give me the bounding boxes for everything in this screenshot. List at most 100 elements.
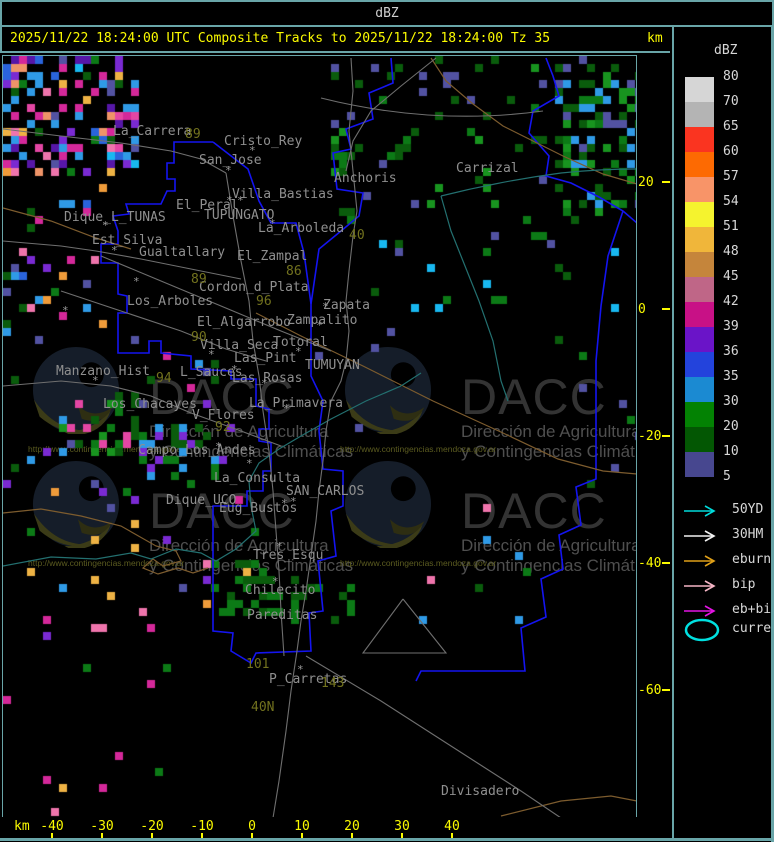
scale-value-label: 48	[723, 244, 739, 259]
road-number-label: 94	[156, 371, 172, 386]
hwy-line	[3, 508, 209, 575]
scale-value-label: 70	[723, 94, 739, 109]
place-label: Anchoris	[334, 171, 397, 186]
town-marker: *	[283, 402, 290, 415]
eburn-arrow-icon	[683, 553, 719, 572]
town-marker: *	[215, 440, 222, 453]
date-bar: 2025/11/22 18:24:00 UTC Composite Tracks…	[0, 27, 670, 53]
town-marker: *	[297, 663, 304, 676]
road-line	[305, 655, 561, 817]
town-marker: *	[269, 217, 276, 230]
place-label: La_Consulta	[214, 471, 301, 486]
window-title: dBZ	[375, 6, 399, 21]
track-legend-label: 50YD	[732, 502, 764, 517]
town-marker: *	[208, 348, 215, 361]
town-marker: *	[62, 304, 69, 317]
track-legend-row: bip	[683, 578, 755, 597]
track-arrow-icon	[684, 555, 716, 567]
town-marker: *	[316, 319, 323, 332]
legend-panel: dBZ 80 70 65 60 57 54 51 48 45 42 39 36 35 30 20 10 5 50…	[672, 27, 774, 840]
x-axis-tick-label: 40	[444, 819, 460, 834]
town-marker: *	[237, 194, 244, 207]
scale-color-block	[685, 127, 714, 152]
place-label: Divisadero	[441, 784, 520, 799]
x-axis-tick	[351, 833, 353, 839]
scale-value-label: 42	[723, 294, 739, 309]
town-marker: *	[272, 575, 279, 588]
current-cell-icon	[684, 618, 720, 642]
hwy-line	[255, 312, 636, 475]
track-arrow-icon	[684, 580, 716, 592]
town-marker: *	[295, 345, 302, 358]
place-label: Dique_L_TUNAS	[64, 210, 166, 225]
x-axis-tick	[151, 833, 153, 839]
scale-color-block	[685, 102, 714, 127]
radar-map: DACCDirección de Agriculturay Contingenc…	[2, 55, 637, 818]
bip-arrow-icon	[683, 578, 719, 597]
x-axis-tick	[401, 833, 403, 839]
scale-value-label: 39	[723, 319, 739, 334]
x-axis-tick-label: 20	[344, 819, 360, 834]
50YD-arrow-icon	[683, 503, 719, 522]
place-label: Las_Pint	[234, 351, 297, 366]
place-label: V_Flores	[192, 408, 255, 423]
x-axis-tick	[301, 833, 303, 839]
scale-value-label: 54	[723, 194, 739, 209]
30HM-arrow-icon	[683, 528, 719, 547]
x-axis-tick	[251, 833, 253, 839]
x-axis-tick	[451, 833, 453, 839]
place-label: Manzano_Hist	[56, 364, 150, 379]
scale-value-label: 80	[723, 69, 739, 84]
place-label: Cordon_d_Plata	[199, 280, 309, 295]
scale-value-label: 65	[723, 119, 739, 134]
hwy-line	[500, 795, 636, 817]
town-marker: *	[276, 540, 283, 553]
place-label: El_Zampal	[237, 249, 308, 264]
scale-value-label: 45	[723, 269, 739, 284]
x-axis-tick-label: -30	[90, 819, 114, 834]
road-number-label: 86	[286, 264, 302, 279]
place-label: Est_Silva	[92, 233, 163, 248]
x-axis-tick-label: 30	[394, 819, 410, 834]
x-axis: km -40 -30 -20 -10 0 10 20 30 40	[0, 817, 672, 839]
scale-value-label: 30	[723, 394, 739, 409]
place-label: Los_Arboles	[127, 294, 214, 309]
town-marker: *	[281, 497, 288, 510]
track-arrow-icon	[684, 505, 716, 517]
road-number-label: 92	[215, 420, 231, 435]
road-line	[3, 240, 242, 280]
scale-color-block	[685, 252, 714, 277]
place-label: San_Jose	[199, 153, 262, 168]
scale-color-block	[685, 152, 714, 177]
scale-value-label: 35	[723, 369, 739, 384]
road-number-label: 96	[256, 294, 272, 309]
road-number-label: 101	[246, 657, 270, 672]
town-marker: *	[225, 164, 232, 177]
place-label: Dique_UCO	[166, 493, 237, 508]
boundary-line	[100, 141, 344, 665]
scale-value-label: 36	[723, 344, 739, 359]
place-label: Zapata	[323, 298, 370, 313]
town-marker: *	[102, 219, 109, 232]
x-axis-tick-label: -20	[140, 819, 164, 834]
y-axis-tick	[662, 562, 670, 564]
track-legend-label: 30HM	[732, 527, 764, 542]
track-legend-label: eb+bip	[732, 602, 774, 617]
town-marker: *	[92, 374, 99, 387]
track-legend-row: 50YD	[683, 503, 763, 522]
track-legend-row: eburn	[683, 553, 771, 572]
track-arrow-icon	[684, 530, 716, 542]
town-marker: *	[246, 457, 253, 470]
place-label: P_Carretas	[269, 672, 348, 687]
place-label: Gualtallary	[139, 245, 226, 260]
x-axis-tick	[101, 833, 103, 839]
scale-color-block	[685, 227, 714, 252]
river-line	[440, 168, 636, 197]
scale-color-block	[685, 202, 714, 227]
road-line	[320, 97, 544, 117]
y-axis-tick	[662, 181, 670, 183]
river-line	[440, 195, 509, 402]
scale-color-block	[685, 377, 714, 402]
frame-bottom-border	[0, 838, 774, 841]
boundary-line	[415, 210, 624, 682]
